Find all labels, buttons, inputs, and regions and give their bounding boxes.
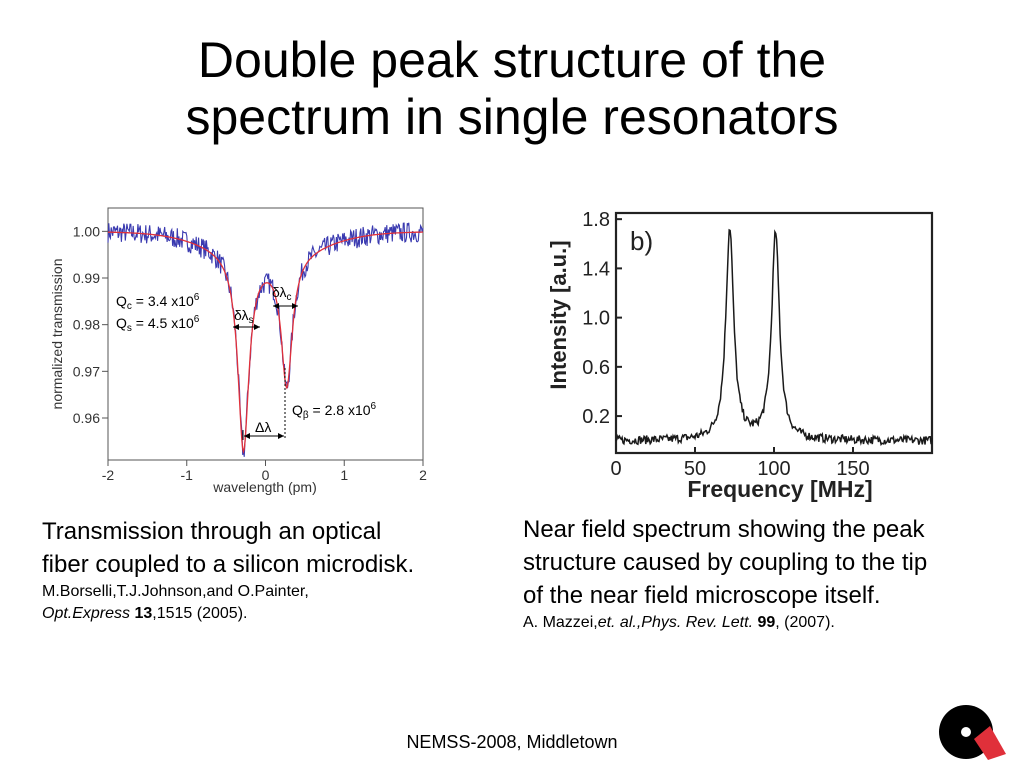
- left-citation-journal: Opt.Express: [42, 605, 131, 622]
- left-caption-line-1: Transmission through an optical: [42, 518, 382, 545]
- right-caption-line-2: structure caused by coupling to the tip: [523, 549, 928, 576]
- right-citation: A. Mazzei,et. al.,Phys. Rev. Lett. 99, (…: [523, 612, 1013, 634]
- y-tick-label: 0.96: [73, 410, 100, 426]
- x-tick-label: 50: [684, 458, 706, 480]
- x-tick-label: 0: [262, 467, 270, 483]
- qs-label: Qs = 4.5 x106: [116, 314, 200, 334]
- delta-lambda-c-label: δλc: [272, 284, 292, 303]
- delta-lambda-s-label: δλs: [234, 307, 254, 326]
- y-tick-label: 1.0: [582, 308, 610, 330]
- left-caption-line-2: fiber coupled to a silicon microdisk.: [42, 551, 415, 578]
- intensity-spectrum-line: [615, 228, 933, 447]
- left-citation-pages: ,1515 (2005).: [152, 605, 248, 622]
- y-tick-label: 0.6: [582, 357, 610, 379]
- x-tick-label: 1: [340, 467, 348, 483]
- y-tick-label: 0.97: [73, 363, 100, 379]
- delta-lambda-c-arrowhead: [273, 303, 298, 309]
- x-tick-label: -2: [102, 467, 115, 483]
- x-tick-label: 100: [757, 458, 790, 480]
- right-citation-journal: et. al.,Phys. Rev. Lett.: [597, 614, 754, 631]
- frequency-spectrum-chart: 0 50 100 150 0.2 0.6 1.0 1.4 1.8 b) Frequency [M…: [546, 209, 934, 502]
- left-y-axis-label: normalized transmission: [49, 259, 65, 410]
- slide-footer: NEMSS-2008, Middletown: [406, 732, 618, 752]
- left-citation-volume: 13: [134, 605, 153, 622]
- y-tick-label: 0.2: [582, 406, 610, 428]
- left-x-axis-label: wavelength (pm): [212, 479, 317, 495]
- qc-label: Qc = 3.4 x106: [116, 292, 200, 312]
- transmission-chart: -2 -1 0 1 2 0.96 0.97 0.98 0.99 1.00 Qc = 3.4 x10…: [49, 207, 427, 495]
- y-tick-label: 1.00: [73, 223, 100, 239]
- y-tick-label: 0.98: [73, 317, 100, 333]
- slide-title-line-2: spectrum in single resonators: [185, 89, 839, 145]
- organization-logo: [939, 705, 1006, 760]
- x-tick-label: -1: [181, 467, 194, 483]
- panel-label: b): [630, 226, 653, 256]
- right-caption-line-1: Near field spectrum showing the peak: [523, 516, 925, 543]
- left-citation: M.Borselli,T.J.Johnson,and O.Painter, Op…: [42, 581, 502, 625]
- fit-transmission-line: [108, 231, 423, 455]
- qbeta-label: Qβ = 2.8 x106: [292, 401, 377, 421]
- y-tick-label: 1.4: [582, 258, 610, 280]
- y-tick-label: 1.8: [582, 209, 610, 231]
- x-tick-label: 150: [836, 458, 869, 480]
- x-tick-label: 2: [419, 467, 427, 483]
- right-y-axis-label: Intensity [a.u.]: [546, 240, 571, 389]
- slide-title: Double peak structure of the spectrum in…: [0, 32, 1024, 146]
- right-citation-authors: A. Mazzei,: [523, 614, 598, 631]
- y-tick-label: 0.99: [73, 270, 100, 286]
- delta-lambda-label: Δλ: [255, 419, 271, 435]
- left-caption: Transmission through an optical fiber co…: [42, 515, 502, 625]
- left-citation-authors: M.Borselli,T.J.Johnson,and O.Painter,: [42, 583, 309, 600]
- x-tick-label: 0: [610, 458, 621, 480]
- delta-lambda-s-arrowhead: [233, 324, 260, 330]
- right-citation-year: , (2007).: [775, 614, 835, 631]
- right-caption-line-3: of the near field microscope itself.: [523, 582, 881, 609]
- slide-title-line-1: Double peak structure of the: [197, 32, 827, 88]
- right-x-axis-label: Frequency [MHz]: [687, 476, 872, 502]
- measured-transmission-line: [107, 222, 424, 457]
- right-caption: Near field spectrum showing the peak str…: [523, 513, 1013, 634]
- right-citation-volume: 99: [757, 614, 776, 631]
